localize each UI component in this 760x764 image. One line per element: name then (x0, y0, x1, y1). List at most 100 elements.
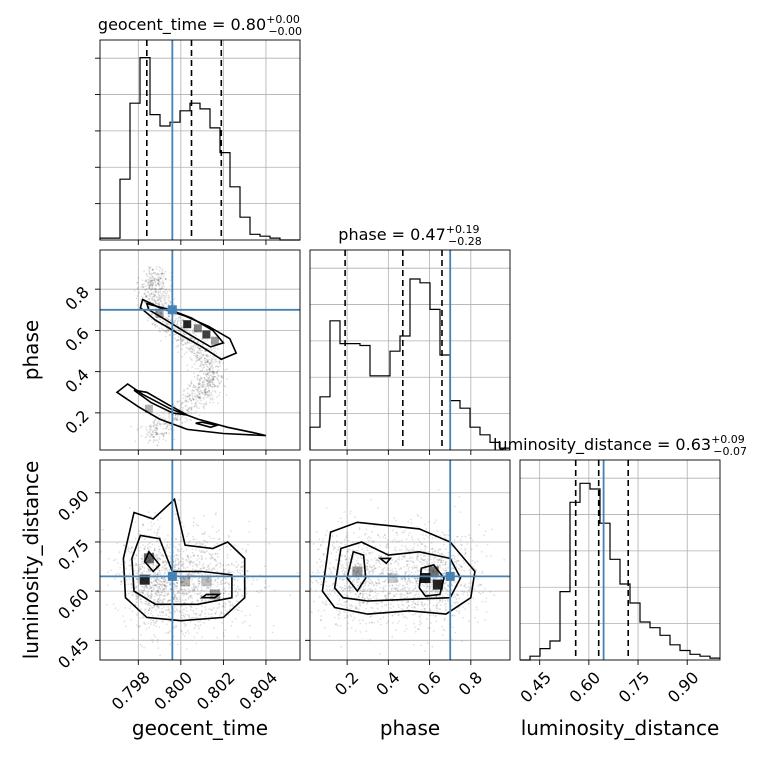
scatter-point (413, 594, 416, 597)
scatter-point (157, 587, 159, 590)
scatter-point (182, 633, 185, 636)
scatter-point (456, 585, 459, 588)
scatter-point (444, 563, 447, 565)
scatter-point (395, 629, 397, 632)
scatter-point (169, 588, 172, 590)
scatter-point (161, 320, 164, 322)
scatter-point (431, 547, 434, 550)
scatter-point (193, 405, 196, 408)
scatter-point (204, 371, 207, 374)
scatter-point (411, 600, 414, 603)
scatter-point (444, 592, 447, 595)
scatter-point (447, 551, 450, 554)
scatter-point (158, 301, 160, 304)
scatter-point (148, 609, 150, 612)
scatter-point (168, 612, 171, 614)
scatter-point (237, 593, 240, 596)
scatter-point (400, 567, 402, 570)
scatter-point (169, 582, 172, 584)
scatter-point (185, 558, 188, 561)
scatter-point (325, 573, 327, 576)
scatter-point (212, 378, 214, 380)
scatter-point (383, 580, 386, 583)
scatter-point (156, 299, 159, 302)
scatter-point (199, 592, 202, 594)
scatter-point (156, 606, 159, 609)
scatter-point (159, 267, 162, 269)
scatter-point (180, 403, 183, 405)
scatter-point (382, 590, 385, 593)
scatter-point (375, 597, 378, 600)
scatter-point (408, 592, 410, 595)
scatter-point (346, 606, 348, 609)
scatter-point (160, 554, 163, 557)
scatter-point (334, 559, 337, 561)
scatter-point (185, 631, 187, 634)
scatter-point (160, 601, 163, 604)
scatter-point (394, 588, 397, 591)
scatter-point (357, 536, 360, 539)
scatter-point (203, 379, 206, 381)
scatter-point (409, 581, 412, 584)
scatter-point (169, 279, 172, 282)
scatter-point (153, 588, 155, 591)
scatter-point (193, 376, 196, 378)
scatter-point (358, 564, 361, 567)
scatter-point (194, 322, 197, 325)
scatter-point (420, 622, 423, 625)
scatter-point (158, 570, 161, 572)
scatter-point (439, 604, 442, 607)
scatter-point (419, 619, 422, 622)
scatter-point (457, 594, 459, 596)
scatter-point (434, 591, 437, 594)
scatter-point (159, 330, 162, 333)
scatter-point (391, 614, 394, 617)
scatter-point (439, 535, 442, 537)
scatter-point (382, 569, 385, 572)
scatter-point (182, 407, 184, 409)
scatter-point (182, 591, 185, 594)
scatter-point (203, 366, 205, 369)
scatter-point (173, 566, 176, 569)
scatter-point (361, 619, 364, 622)
scatter-point (188, 617, 191, 619)
scatter-point (359, 592, 362, 595)
scatter-point (173, 555, 176, 558)
scatter-point (142, 523, 144, 526)
scatter-point (476, 621, 479, 624)
scatter-point (371, 566, 373, 569)
scatter-point (354, 629, 357, 632)
scatter-point (408, 587, 411, 590)
scatter-point (440, 578, 443, 580)
scatter-point (173, 298, 176, 300)
scatter-point (124, 607, 127, 609)
scatter-point (352, 570, 355, 572)
scatter-point (401, 589, 403, 591)
scatter-point (468, 586, 471, 589)
scatter-point (406, 565, 408, 568)
scatter-point (195, 642, 198, 645)
scatter-point (195, 399, 198, 401)
scatter-point (142, 562, 144, 565)
scatter-point (216, 542, 219, 545)
scatter-point (184, 625, 186, 627)
scatter-point (311, 581, 314, 584)
scatter-point (201, 354, 203, 357)
scatter-point (143, 646, 146, 649)
scatter-point (131, 590, 134, 593)
scatter-point (156, 279, 159, 282)
scatter-point (223, 582, 226, 585)
scatter-point (464, 552, 467, 554)
scatter-point (204, 359, 207, 362)
scatter-point (158, 303, 161, 306)
scatter-point (203, 567, 206, 570)
scatter-point (164, 592, 167, 595)
scatter-point (336, 535, 338, 537)
scatter-point (358, 619, 361, 622)
scatter-point (429, 608, 432, 611)
scatter-point (470, 548, 473, 550)
scatter-point (239, 569, 241, 572)
scatter-point (159, 432, 162, 435)
scatter-point (201, 533, 204, 535)
scatter-point (200, 377, 203, 380)
